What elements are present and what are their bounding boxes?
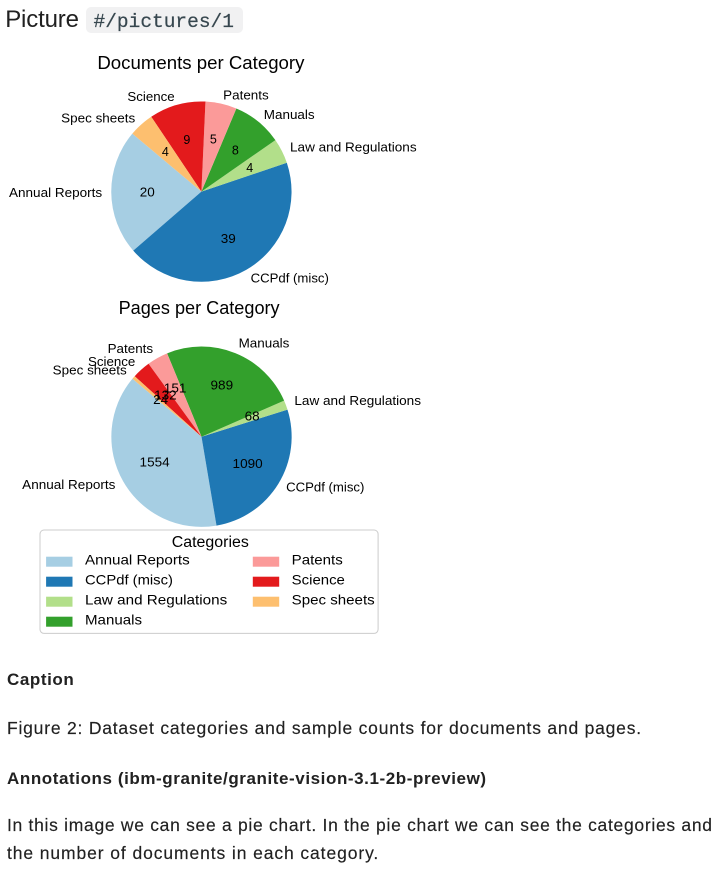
svg-text:Annual Reports: Annual Reports — [22, 478, 115, 492]
svg-text:Annual Reports: Annual Reports — [85, 553, 190, 568]
svg-text:Manuals: Manuals — [239, 337, 290, 351]
svg-text:4: 4 — [246, 161, 253, 175]
svg-text:Patents: Patents — [108, 342, 154, 356]
svg-text:Law and Regulations: Law and Regulations — [85, 593, 227, 608]
svg-text:151: 151 — [164, 381, 187, 395]
svg-text:4: 4 — [162, 145, 169, 159]
svg-text:Pages per Category: Pages per Category — [119, 298, 280, 318]
svg-text:24: 24 — [153, 393, 168, 407]
svg-text:Patents: Patents — [292, 553, 343, 568]
svg-text:Law and Regulations: Law and Regulations — [290, 141, 417, 155]
svg-text:Spec sheets: Spec sheets — [292, 593, 375, 608]
svg-text:Science: Science — [88, 355, 135, 369]
svg-text:Annual Reports: Annual Reports — [9, 186, 102, 200]
svg-text:989: 989 — [211, 378, 234, 392]
svg-text:Manuals: Manuals — [264, 108, 315, 122]
svg-text:Science: Science — [127, 90, 174, 104]
svg-text:1090: 1090 — [233, 457, 263, 471]
svg-text:9: 9 — [183, 133, 190, 147]
svg-text:Documents per Category: Documents per Category — [97, 53, 304, 73]
svg-text:Categories: Categories — [172, 534, 249, 551]
svg-text:CCPdf (misc): CCPdf (misc) — [251, 271, 329, 285]
svg-text:8: 8 — [232, 143, 239, 157]
svg-text:Law and Regulations: Law and Regulations — [294, 394, 421, 408]
svg-text:CCPdf (misc): CCPdf (misc) — [85, 573, 173, 588]
svg-text:132: 132 — [154, 388, 177, 402]
svg-text:Patents: Patents — [223, 89, 269, 103]
svg-text:CCPdf (misc): CCPdf (misc) — [286, 480, 364, 494]
svg-text:20: 20 — [140, 186, 155, 200]
svg-text:1554: 1554 — [140, 456, 170, 470]
svg-text:5: 5 — [210, 133, 217, 147]
svg-text:Manuals: Manuals — [85, 613, 142, 628]
svg-text:39: 39 — [221, 232, 236, 246]
svg-text:Spec sheets: Spec sheets — [61, 112, 135, 126]
svg-text:68: 68 — [245, 410, 260, 424]
svg-text:Science: Science — [292, 573, 346, 588]
svg-text:Spec sheets: Spec sheets — [53, 363, 127, 377]
